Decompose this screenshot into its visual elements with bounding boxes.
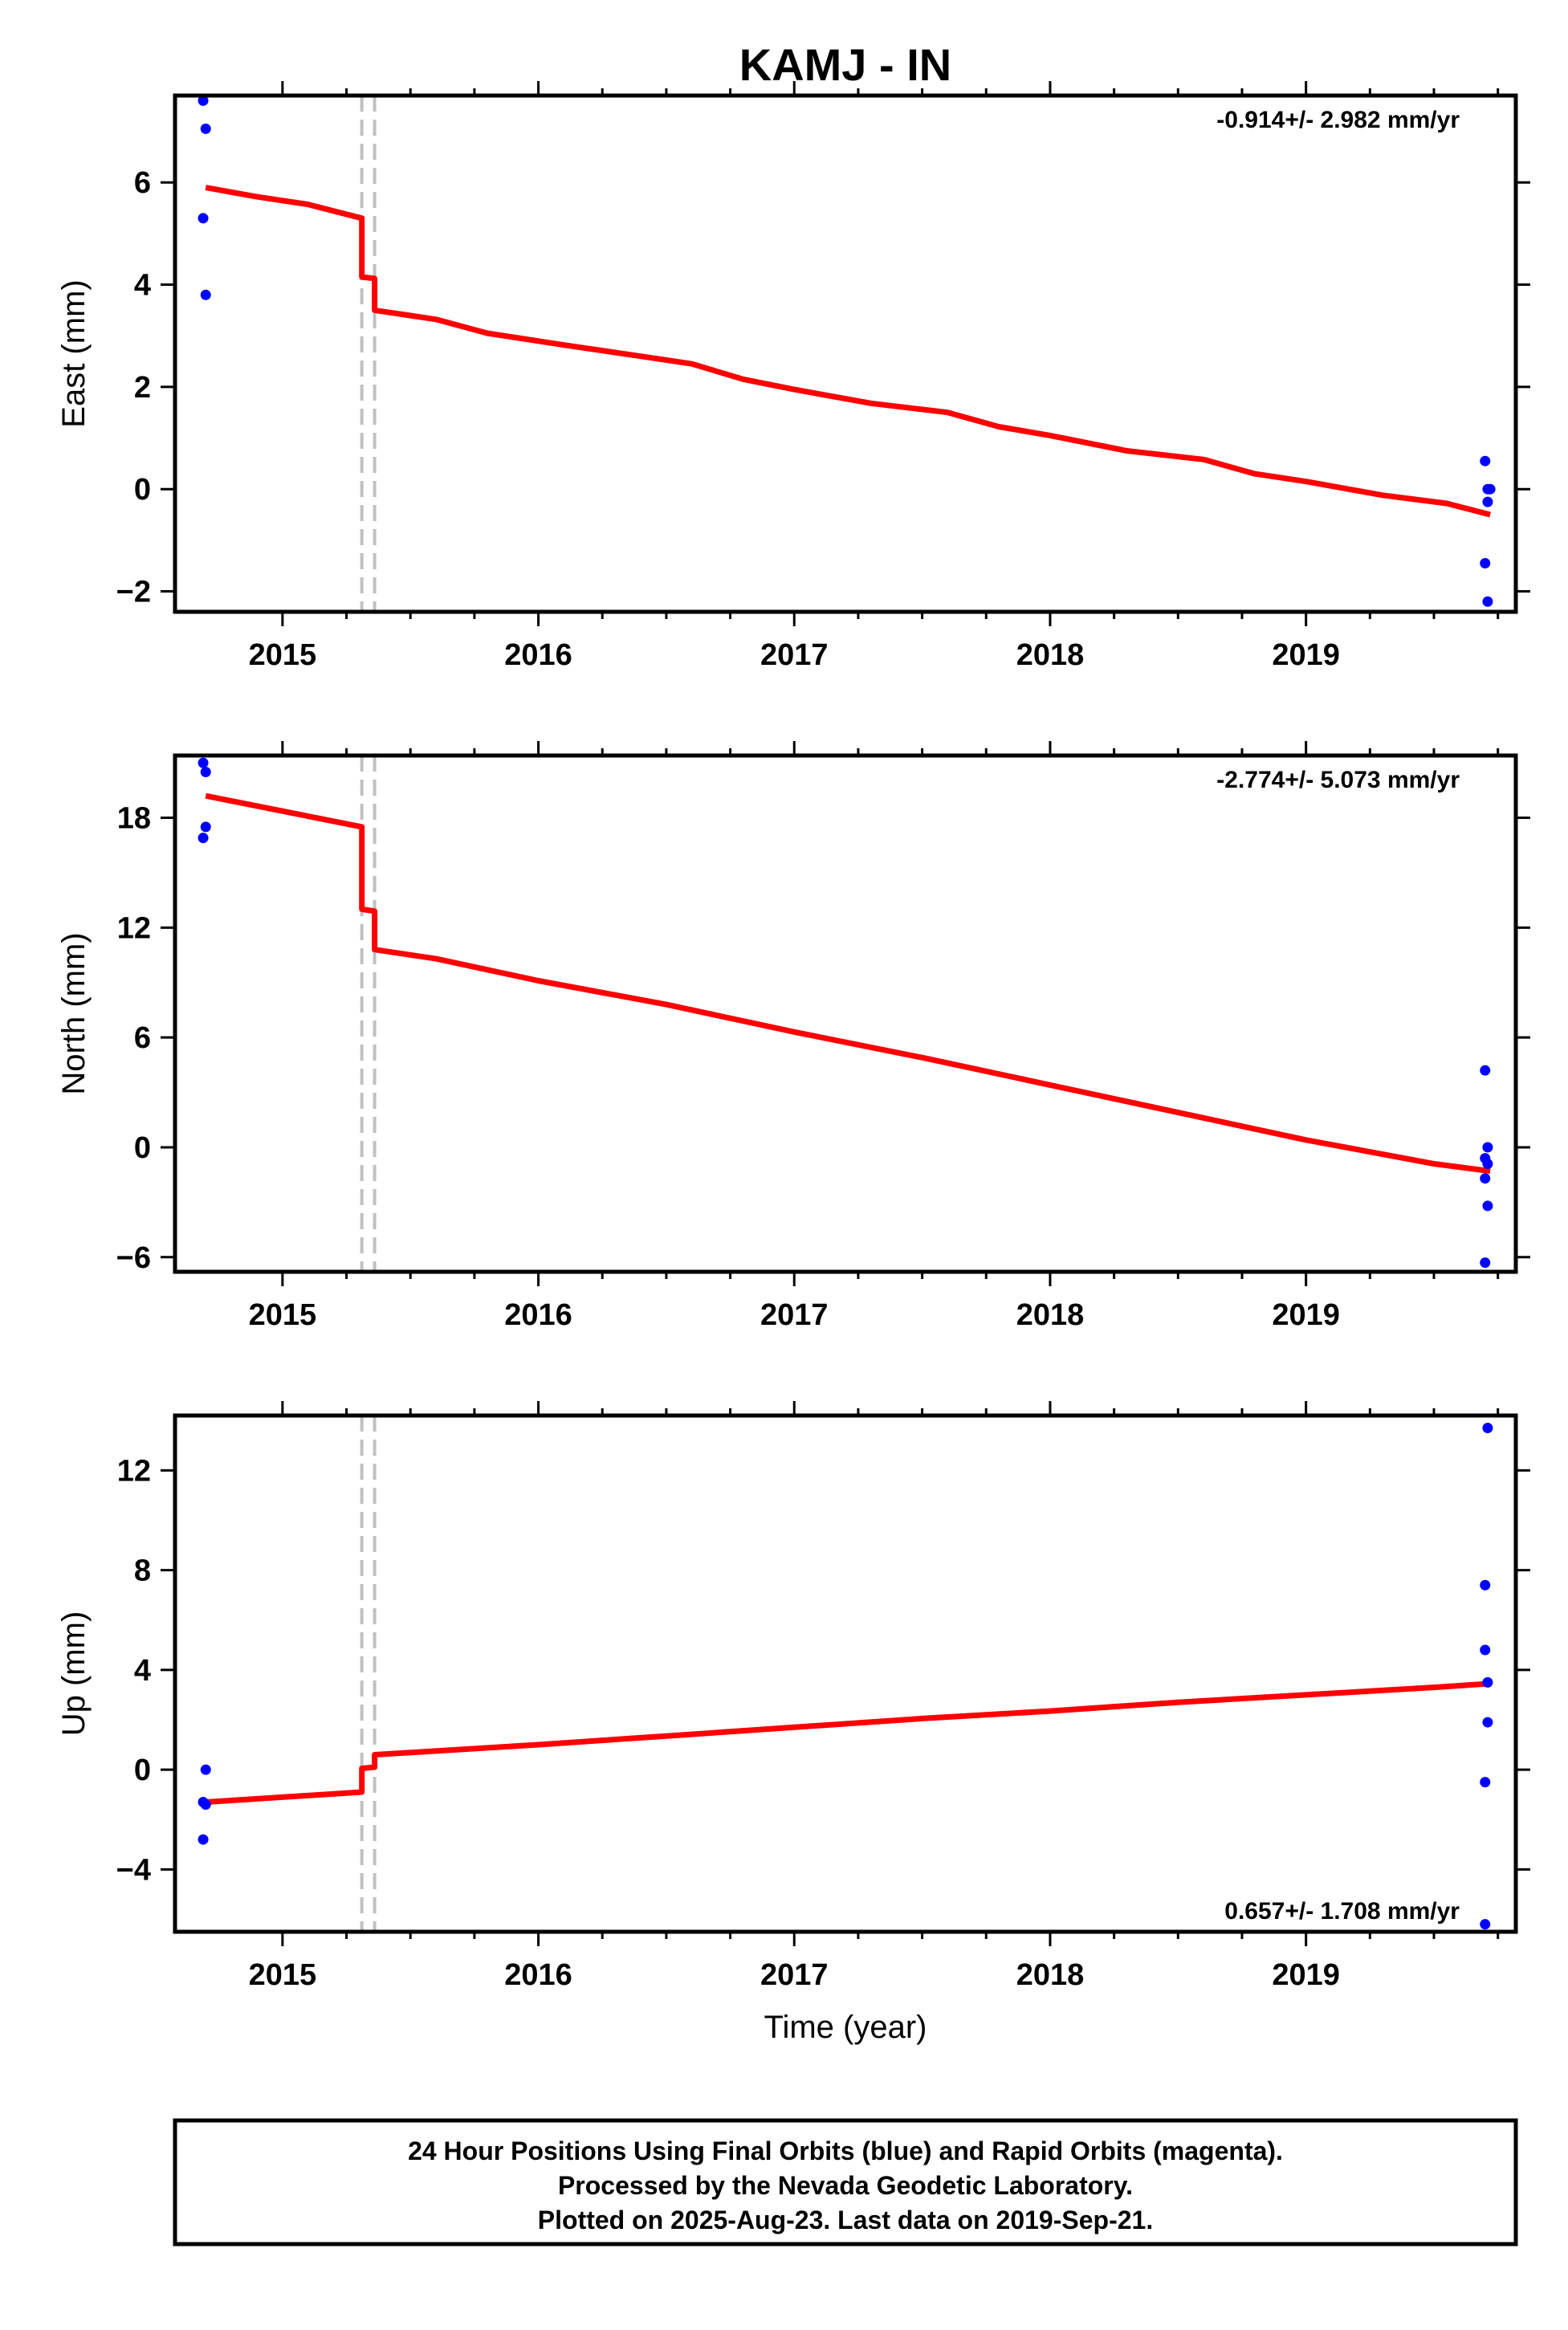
footer-box: 24 Hour Positions Using Final Orbits (bl… — [173, 2118, 1518, 2246]
x-tick-label: 2016 — [504, 1958, 572, 1992]
footer-line-2: Processed by the Nevada Geodetic Laborat… — [558, 2171, 1133, 2200]
y-tick-label: 0 — [134, 1131, 151, 1165]
data-point — [198, 757, 209, 768]
x-tick-label: 2019 — [1272, 638, 1340, 672]
panel-3: 2015 2016 2017 2018 2019 −4 0 4 8 12 Up (mm) 0.657+… — [56, 1401, 1530, 1992]
x-tick-label: 2015 — [249, 1958, 317, 1992]
chart-title: KAMJ - IN — [739, 39, 951, 90]
data-point — [200, 289, 211, 300]
data-point — [1482, 1717, 1493, 1728]
y-tick-label: 4 — [134, 1654, 151, 1688]
y-axis-label: North (mm) — [56, 932, 92, 1094]
y-tick-label: 0 — [134, 473, 151, 507]
data-point — [200, 1799, 211, 1811]
x-tick-label: 2019 — [1272, 1958, 1340, 1992]
data-point — [1480, 455, 1491, 466]
data-point — [1482, 1200, 1493, 1212]
footer-line-1: 24 Hour Positions Using Final Orbits (bl… — [408, 2137, 1283, 2165]
data-point — [1480, 1257, 1491, 1269]
plot-frame — [173, 93, 1518, 614]
data-point — [200, 123, 211, 134]
y-tick-label: −2 — [116, 576, 151, 609]
y-tick-label: 0 — [134, 1754, 151, 1787]
x-tick-label: 2015 — [249, 638, 317, 672]
y-tick-label: 4 — [134, 269, 151, 303]
data-point — [1480, 1777, 1491, 1788]
y-axis-label: Up (mm) — [56, 1611, 92, 1737]
y-tick-label: 8 — [134, 1554, 151, 1588]
x-tick-label: 2018 — [1016, 638, 1085, 672]
data-point — [1480, 1644, 1491, 1656]
plot-frame — [173, 1413, 1518, 1934]
x-tick-label: 2016 — [504, 638, 572, 672]
y-axis-label: East (mm) — [56, 279, 92, 427]
model-line — [205, 185, 1491, 518]
y-tick-label: 6 — [134, 1021, 151, 1055]
data-point — [200, 767, 211, 778]
x-tick-label: 2018 — [1016, 1298, 1085, 1332]
data-point — [1482, 1676, 1493, 1688]
panel-1: 2015 2016 2017 2018 2019 −2 0 2 4 6 East (mm) -0.91… — [56, 81, 1530, 672]
y-tick-label: 6 — [134, 166, 151, 200]
data-point — [200, 1764, 211, 1775]
x-tick-label: 2017 — [760, 1958, 829, 1992]
rate-label: -2.774+/- 5.073 mm/yr — [1216, 767, 1460, 793]
data-point — [1480, 1065, 1491, 1076]
x-tick-label: 2017 — [760, 638, 829, 672]
plot-frame — [173, 753, 1518, 1274]
panel-2: 2015 2016 2017 2018 2019 −6 0 6 12 18 North (mm) -2… — [56, 741, 1530, 1332]
data-point — [1482, 596, 1493, 607]
data-point — [1482, 1423, 1493, 1434]
y-tick-label: 12 — [117, 911, 151, 945]
data-point — [198, 95, 209, 106]
data-point — [1482, 1142, 1493, 1153]
rate-label: 0.657+/- 1.708 mm/yr — [1224, 1898, 1460, 1925]
data-point — [1480, 1579, 1491, 1591]
data-point — [200, 821, 211, 833]
data-point — [1482, 496, 1493, 507]
data-point — [1480, 1173, 1491, 1184]
footer-line-3: Plotted on 2025-Aug-23. Last data on 201… — [538, 2206, 1153, 2234]
rate-label: -0.914+/- 2.982 mm/yr — [1216, 107, 1460, 133]
y-tick-label: −4 — [116, 1853, 151, 1887]
data-point — [198, 833, 209, 844]
x-axis-label: Time (year) — [764, 2010, 927, 2045]
y-tick-label: −6 — [116, 1241, 151, 1275]
panels: 2015 2016 2017 2018 2019 −2 0 2 4 6 East (mm) -0.91… — [56, 81, 1530, 1992]
data-point — [198, 213, 209, 224]
x-tick-label: 2016 — [504, 1298, 572, 1332]
model-line — [205, 792, 1491, 1175]
x-tick-label: 2018 — [1016, 1958, 1085, 1992]
y-tick-label: 18 — [117, 802, 151, 836]
data-point — [1480, 558, 1491, 569]
x-tick-label: 2019 — [1272, 1298, 1340, 1332]
data-point — [1482, 1158, 1493, 1169]
data-point — [198, 1834, 209, 1845]
model-line — [205, 1680, 1491, 1805]
y-tick-label: 2 — [134, 371, 151, 405]
data-point — [1485, 483, 1496, 495]
footer-frame — [173, 2118, 1518, 2246]
x-tick-label: 2017 — [760, 1298, 829, 1332]
x-tick-label: 2015 — [249, 1298, 317, 1332]
data-point — [1480, 1919, 1491, 1930]
y-tick-label: 12 — [117, 1454, 151, 1488]
